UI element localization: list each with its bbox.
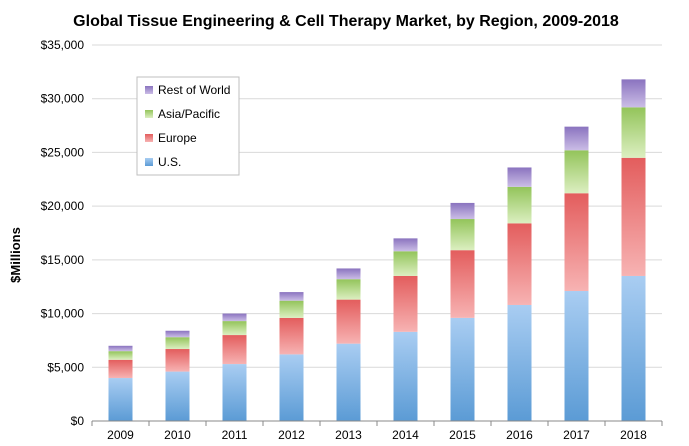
legend-box <box>136 76 240 176</box>
x-tick-label: 2016 <box>506 428 533 442</box>
bar-u-s--2018 <box>621 275 646 421</box>
y-tick-label: $10,000 <box>41 307 85 321</box>
bar-europe-2016 <box>507 223 532 305</box>
bar-asia-pacific-2011 <box>222 321 247 336</box>
bar-asia-pacific-2018 <box>621 107 646 158</box>
bar-europe-2012 <box>279 317 304 355</box>
bar-u-s--2012 <box>279 354 304 421</box>
legend-label: Asia/Pacific <box>158 107 220 121</box>
bar-asia-pacific-2010 <box>165 337 190 350</box>
bar-rest-of-world-2010 <box>165 330 190 338</box>
y-tick-label: $30,000 <box>41 92 85 106</box>
bar-u-s--2010 <box>165 371 190 421</box>
bar-europe-2014 <box>393 275 418 332</box>
x-tick-label: 2009 <box>107 428 134 442</box>
bar-rest-of-world-2017 <box>564 126 589 151</box>
legend-label: Rest of World <box>158 83 230 97</box>
bar-europe-2015 <box>450 250 475 318</box>
legend-label: Europe <box>158 131 197 145</box>
bar-u-s--2011 <box>222 364 247 421</box>
x-tick-label: 2014 <box>392 428 419 442</box>
bar-rest-of-world-2013 <box>336 268 361 280</box>
legend-swatch <box>145 110 153 118</box>
bar-rest-of-world-2012 <box>279 292 304 301</box>
x-tick-label: 2018 <box>620 428 647 442</box>
legend: Rest of World Asia/Pacific Europe U.S. <box>136 76 240 176</box>
bar-asia-pacific-2017 <box>564 150 589 194</box>
legend-label: U.S. <box>158 155 181 169</box>
y-axis-ticks: $0 $5,000 $10,000 $15,000 $20,000 $25,000 $30,… <box>41 38 85 428</box>
bar-u-s--2013 <box>336 343 361 421</box>
chart-title: Global Tissue Engineering & Cell Therapy… <box>73 13 619 30</box>
x-tick-label: 2010 <box>164 428 191 442</box>
y-tick-label: $5,000 <box>47 360 84 374</box>
bar-u-s--2017 <box>564 291 589 421</box>
y-tick-label: $20,000 <box>41 199 85 213</box>
bar-asia-pacific-2014 <box>393 251 418 276</box>
bar-europe-2017 <box>564 193 589 292</box>
bar-europe-2009 <box>108 359 133 379</box>
bar-u-s--2016 <box>507 304 532 421</box>
bar-europe-2018 <box>621 157 646 276</box>
x-tick-label: 2012 <box>278 428 305 442</box>
bar-asia-pacific-2016 <box>507 186 532 224</box>
bar-rest-of-world-2015 <box>450 202 475 220</box>
bar-asia-pacific-2013 <box>336 279 361 300</box>
bar-u-s--2014 <box>393 331 418 421</box>
y-tick-label: $0 <box>71 414 85 428</box>
bar-europe-2013 <box>336 299 361 344</box>
bar-rest-of-world-2014 <box>393 238 418 252</box>
bar-rest-of-world-2018 <box>621 79 646 108</box>
x-tick-label: 2017 <box>563 428 590 442</box>
x-tick-label: 2013 <box>335 428 362 442</box>
bar-europe-2011 <box>222 335 247 365</box>
legend-swatch <box>145 134 153 142</box>
y-tick-label: $25,000 <box>41 145 85 159</box>
bar-rest-of-world-2016 <box>507 167 532 187</box>
bar-asia-pacific-2009 <box>108 351 133 360</box>
bar-rest-of-world-2009 <box>108 345 133 352</box>
bar-asia-pacific-2015 <box>450 219 475 251</box>
bar-asia-pacific-2012 <box>279 300 304 318</box>
y-tick-label: $15,000 <box>41 253 85 267</box>
y-axis-label: $Millions <box>8 227 23 283</box>
bar-europe-2010 <box>165 349 190 372</box>
x-tick-label: 2011 <box>222 428 248 442</box>
legend-swatch <box>145 86 153 94</box>
x-tick-label: 2015 <box>449 428 476 442</box>
bars <box>108 79 646 421</box>
legend-swatch <box>145 158 153 166</box>
bar-u-s--2009 <box>108 378 133 421</box>
x-axis-ticks: 2009 2010 2011 2012 2013 2014 2015 2016 2017 2018 <box>91 421 663 442</box>
bar-rest-of-world-2011 <box>222 313 247 322</box>
y-tick-label: $35,000 <box>41 38 85 52</box>
bar-u-s--2015 <box>450 317 475 421</box>
